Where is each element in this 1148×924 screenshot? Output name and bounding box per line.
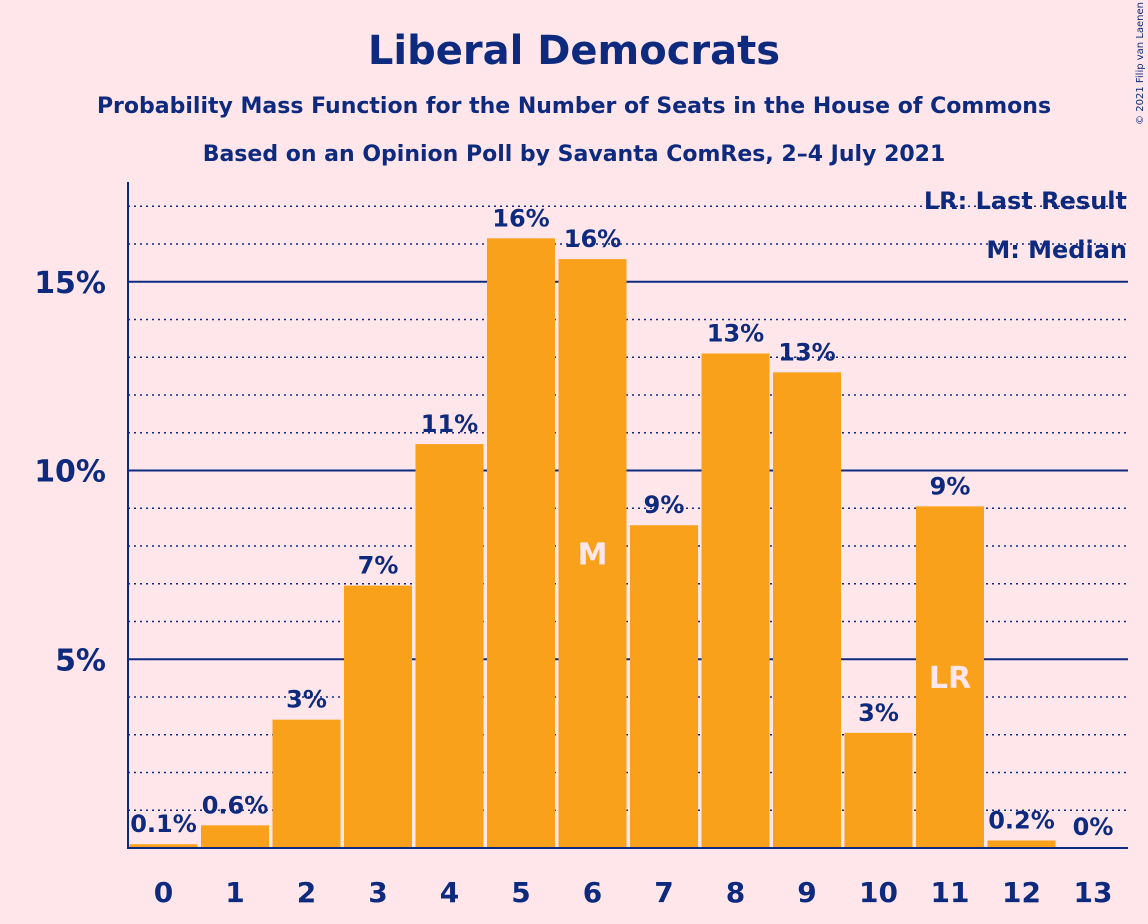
- legend-median: M: Median: [986, 236, 1127, 264]
- x-tick-label: 7: [654, 876, 673, 909]
- x-tick-label: 10: [859, 876, 898, 909]
- x-tick-label: 0: [154, 876, 173, 909]
- bar-5: [487, 238, 555, 848]
- bar-10: [844, 732, 913, 848]
- x-tick-label: 11: [931, 876, 970, 909]
- x-tick-label: 4: [440, 876, 459, 909]
- data-label-0: 0.1%: [130, 810, 197, 838]
- data-label-6: 16%: [564, 225, 621, 253]
- data-label-8: 13%: [707, 319, 764, 347]
- data-label-4: 11%: [421, 410, 478, 438]
- data-label-3: 7%: [358, 552, 399, 580]
- data-label-9: 13%: [778, 338, 835, 366]
- bars: [129, 238, 1056, 849]
- data-label-11: 9%: [930, 472, 971, 500]
- last-result-marker: LR: [929, 661, 971, 696]
- data-label-5: 16%: [492, 204, 549, 232]
- chart-title: Liberal Democrats: [368, 28, 780, 74]
- x-tick-label: 3: [368, 876, 387, 909]
- bar-4: [415, 444, 484, 848]
- chart-subtitle: Probability Mass Function for the Number…: [97, 94, 1051, 119]
- x-tick-label: 1: [225, 876, 244, 909]
- bar-7: [630, 525, 698, 848]
- copyright-note: © 2021 Filip van Laenen: [1135, 2, 1146, 125]
- y-tick-label: 15%: [34, 266, 106, 301]
- data-label-7: 9%: [644, 491, 685, 519]
- bar-8: [701, 353, 770, 848]
- x-tick-label: 13: [1074, 876, 1113, 909]
- bar-2: [272, 719, 341, 848]
- data-label-1: 0.6%: [202, 791, 269, 819]
- bar-3: [344, 585, 412, 848]
- bar-9: [773, 372, 841, 848]
- y-tick-label: 10%: [34, 455, 106, 490]
- data-label-2: 3%: [286, 686, 327, 714]
- grid-lines: [128, 205, 1128, 812]
- bar-6: [558, 259, 627, 849]
- x-tick-label: 8: [726, 876, 745, 909]
- y-tick-label: 5%: [55, 643, 106, 678]
- legend-last-result: LR: Last Result: [924, 187, 1127, 215]
- data-label-12: 0.2%: [988, 806, 1055, 834]
- chart-subtitle-poll: Based on an Opinion Poll by Savanta ComR…: [203, 142, 946, 167]
- bar-11: [916, 506, 984, 848]
- x-tick-label: 5: [511, 876, 530, 909]
- x-tick-label: 9: [797, 876, 816, 909]
- data-label-13: 0%: [1073, 813, 1114, 841]
- axes: [127, 182, 1128, 849]
- x-tick-label: 2: [297, 876, 316, 909]
- x-tick-label: 12: [1002, 876, 1041, 909]
- bar-0: [129, 844, 198, 848]
- median-marker: M: [578, 538, 608, 573]
- labels: 5%10%15%0.1%0.6%3%7%11%16%16%9%13%13%3%9…: [34, 204, 1113, 909]
- bar-12: [987, 840, 1056, 848]
- x-tick-label: 6: [583, 876, 602, 909]
- bar-1: [201, 825, 269, 848]
- data-label-10: 3%: [858, 699, 899, 727]
